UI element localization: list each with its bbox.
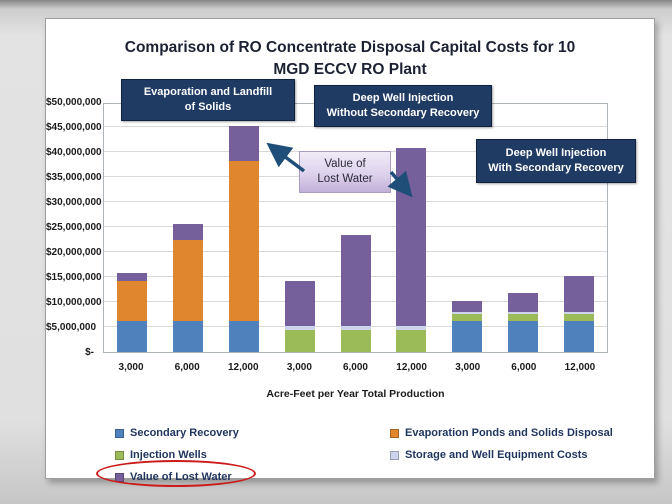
y-tick-label: $50,000,000 (46, 97, 102, 108)
stacked-bar (228, 126, 259, 352)
bar-segment (564, 312, 595, 314)
legend-column-right: Evaporation Ponds and Solids Disposal St… (390, 426, 613, 470)
bar-segment (172, 223, 203, 240)
bar-segment (228, 320, 259, 352)
y-tick-label: $30,000,000 (46, 197, 102, 208)
chart-title: Comparison of RO Concentrate Disposal Ca… (46, 37, 654, 81)
bar-segment (284, 326, 315, 330)
stacked-bar (452, 300, 483, 352)
stacked-bar (284, 280, 315, 352)
stacked-bar (564, 275, 595, 352)
legend-label: Value of Lost Water (130, 471, 232, 483)
x-axis-title: Acre-Feet per Year Total Production (266, 388, 445, 400)
y-tick-label: $5,000,000 (46, 322, 97, 333)
x-tick-label: 6,000 (511, 362, 537, 373)
group-label-deep-well-without-recovery: Deep Well Injection Without Secondary Re… (314, 85, 492, 127)
bar-segment (116, 320, 147, 352)
bar-segment (564, 320, 595, 352)
x-tick-label: 3,000 (455, 362, 481, 373)
bar-segment (396, 326, 427, 330)
bar-slot (216, 104, 272, 352)
legend-label: Secondary Recovery (130, 427, 239, 439)
legend-item-storage-equipment: Storage and Well Equipment Costs (390, 448, 613, 462)
bar-segment (172, 240, 203, 321)
bar-segment (396, 330, 427, 352)
stacked-bar (172, 223, 203, 352)
bar-segment (564, 275, 595, 312)
bar-segment (116, 272, 147, 281)
bar-segment (508, 292, 539, 312)
bar-segment (452, 312, 483, 314)
chart-title-line2: MGD ECCV RO Plant (273, 61, 427, 78)
legend-column-left: Secondary Recovery Injection Wells Value… (115, 426, 239, 492)
x-tick-label: 6,000 (342, 362, 368, 373)
x-tick-label: 3,000 (286, 362, 312, 373)
bar-segment (172, 320, 203, 352)
bar-segment (508, 312, 539, 314)
x-tick-label: 6,000 (174, 362, 200, 373)
legend-swatch-secondary-recovery-icon (115, 428, 124, 438)
y-tick-label: $- (85, 347, 94, 358)
legend-item-injection-wells: Injection Wells (115, 448, 239, 462)
x-tick-label: 3,000 (118, 362, 144, 373)
bar-slot (328, 104, 384, 352)
bar-segment (508, 314, 539, 321)
value-of-lost-water-annotation: Value of Lost Water (299, 151, 391, 193)
bar-segment (284, 330, 315, 352)
bar-segment (564, 314, 595, 321)
y-tick-label: $35,000,000 (46, 172, 102, 183)
y-tick-label: $15,000,000 (46, 272, 102, 283)
x-tick-label: 12,000 (564, 362, 596, 373)
legend-swatch-injection-wells-icon (115, 450, 124, 460)
legend-item-evaporation-ponds: Evaporation Ponds and Solids Disposal (390, 426, 613, 440)
bar-slot (495, 104, 551, 352)
group-label-deep-well-with-recovery: Deep Well Injection With Secondary Recov… (476, 139, 636, 183)
bar-slot (383, 104, 439, 352)
bar-slot (551, 104, 607, 352)
y-tick-label: $10,000,000 (46, 297, 102, 308)
group-label-evaporation-landfill: Evaporation and Landfill of Solids (121, 79, 295, 121)
y-tick-label: $40,000,000 (46, 147, 102, 158)
bar-segment (452, 314, 483, 321)
legend-swatch-storage-equipment-icon (390, 450, 399, 460)
bars (104, 104, 607, 352)
bar-segment (340, 326, 371, 330)
y-tick-label: $45,000,000 (46, 122, 102, 133)
legend-label: Evaporation Ponds and Solids Disposal (405, 427, 613, 439)
legend-swatch-evaporation-ponds-icon (390, 428, 399, 438)
bar-segment (452, 320, 483, 352)
legend-label: Injection Wells (130, 449, 207, 461)
bar-segment (116, 281, 147, 321)
bar-slot (272, 104, 328, 352)
bar-segment (508, 320, 539, 352)
y-axis-labels: $50,000,000 $45,000,000 $40,000,000 $35,000… (46, 97, 102, 358)
y-tick-label: $20,000,000 (46, 247, 102, 258)
chart-title-line1: Comparison of RO Concentrate Disposal Ca… (124, 39, 576, 56)
bar-segment (452, 300, 483, 312)
bar-slot (439, 104, 495, 352)
stacked-bar (508, 292, 539, 352)
bar-segment (396, 147, 427, 326)
x-tick-label: 12,000 (227, 362, 259, 373)
bar-segment (284, 280, 315, 326)
stacked-bar (340, 235, 371, 352)
stacked-bar (116, 272, 147, 352)
bar-slot (104, 104, 160, 352)
gridline (104, 226, 607, 227)
legend-swatch-value-of-lost-water-icon (115, 472, 124, 482)
legend-item-secondary-recovery: Secondary Recovery (115, 426, 239, 440)
legend-label: Storage and Well Equipment Costs (405, 449, 588, 461)
stacked-bar (396, 147, 427, 352)
bar-segment (340, 235, 371, 326)
bar-slot (160, 104, 216, 352)
x-axis-labels: 3,000 6,000 12,000 3,000 6,000 12,000 3,000 6,0… (103, 362, 608, 373)
gridline (104, 201, 607, 202)
x-tick-label: 12,000 (396, 362, 427, 373)
chart-slide: Comparison of RO Concentrate Disposal Ca… (45, 18, 655, 487)
bar-segment (228, 160, 259, 321)
bar-segment (228, 126, 259, 161)
y-tick-label: $25,000,000 (46, 222, 102, 233)
legend-item-value-of-lost-water: Value of Lost Water (115, 470, 239, 484)
bar-segment (340, 330, 371, 352)
